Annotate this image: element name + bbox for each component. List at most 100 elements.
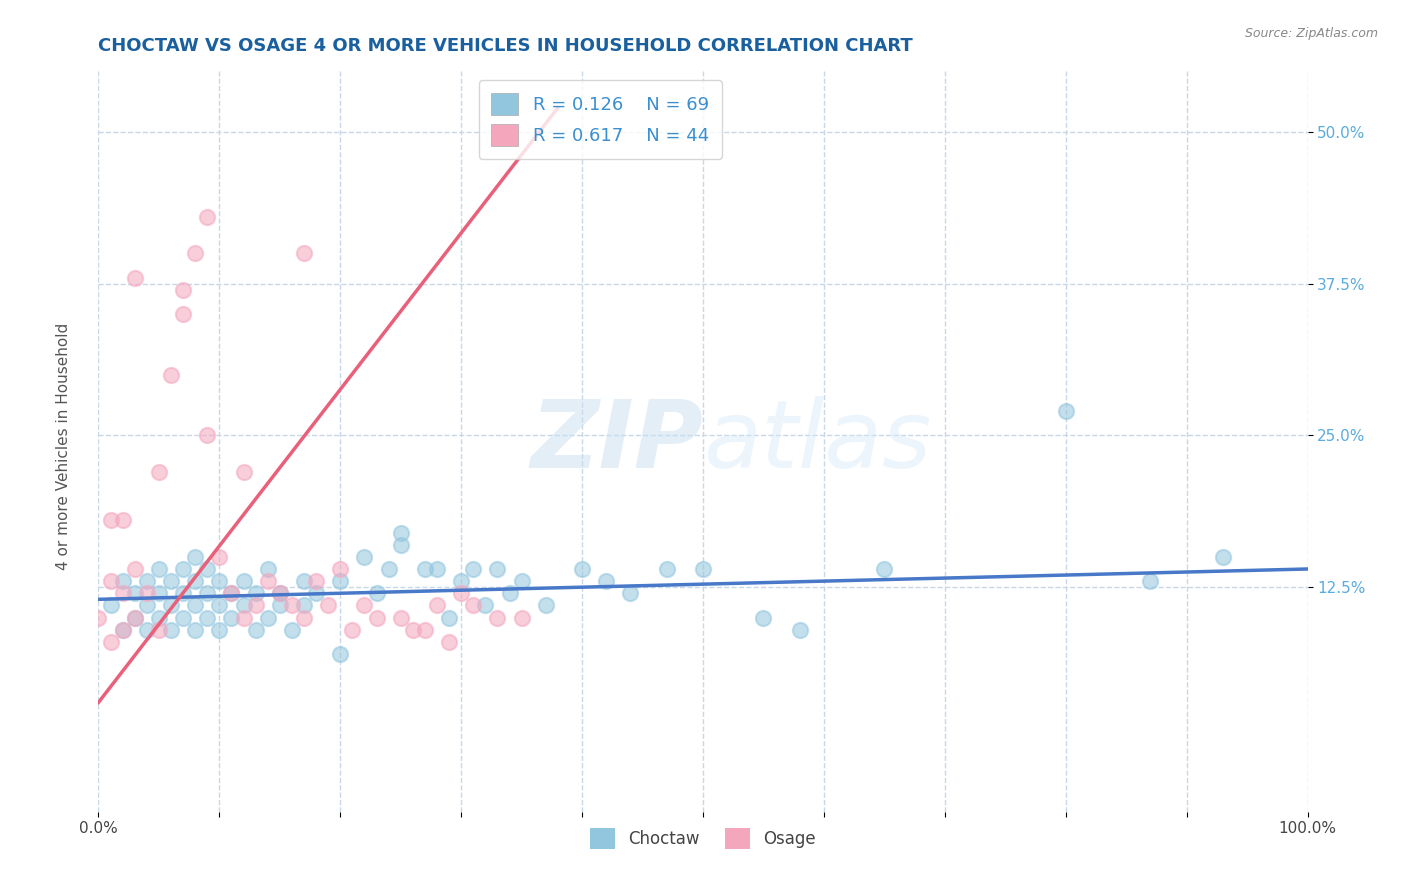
Point bbox=[389, 610, 412, 624]
Point bbox=[377, 562, 399, 576]
Point bbox=[184, 623, 207, 637]
Point bbox=[366, 610, 388, 624]
Point bbox=[256, 574, 278, 588]
Point bbox=[389, 538, 412, 552]
Point bbox=[172, 586, 194, 600]
Point bbox=[195, 428, 218, 442]
Point bbox=[232, 465, 254, 479]
Point bbox=[208, 623, 231, 637]
Point bbox=[232, 610, 254, 624]
Point bbox=[184, 599, 207, 613]
Point bbox=[100, 574, 122, 588]
Point bbox=[619, 586, 641, 600]
Point bbox=[135, 586, 157, 600]
Point bbox=[510, 574, 533, 588]
Point bbox=[269, 599, 291, 613]
Point bbox=[172, 283, 194, 297]
Point bbox=[402, 623, 425, 637]
Point bbox=[221, 610, 243, 624]
Point bbox=[486, 610, 509, 624]
Point bbox=[172, 307, 194, 321]
Point bbox=[160, 574, 183, 588]
Point bbox=[316, 599, 339, 613]
Point bbox=[111, 513, 134, 527]
Point bbox=[269, 586, 291, 600]
Point bbox=[329, 562, 352, 576]
Point bbox=[245, 599, 267, 613]
Point bbox=[184, 246, 207, 260]
Text: atlas: atlas bbox=[703, 396, 931, 487]
Point bbox=[463, 599, 485, 613]
Point bbox=[1054, 404, 1077, 418]
Point bbox=[292, 610, 315, 624]
Point bbox=[281, 599, 304, 613]
Point bbox=[752, 610, 775, 624]
Legend: Choctaw, Osage: Choctaw, Osage bbox=[583, 822, 823, 855]
Point bbox=[305, 586, 328, 600]
Point bbox=[221, 586, 243, 600]
Point bbox=[342, 623, 364, 637]
Point bbox=[124, 586, 146, 600]
Point bbox=[245, 586, 267, 600]
Point bbox=[208, 574, 231, 588]
Point bbox=[111, 623, 134, 637]
Point bbox=[195, 562, 218, 576]
Point bbox=[160, 623, 183, 637]
Point bbox=[655, 562, 678, 576]
Point bbox=[437, 610, 460, 624]
Point bbox=[510, 610, 533, 624]
Point bbox=[135, 623, 157, 637]
Point bbox=[1139, 574, 1161, 588]
Point bbox=[87, 610, 110, 624]
Point bbox=[474, 599, 496, 613]
Point bbox=[366, 586, 388, 600]
Point bbox=[305, 574, 328, 588]
Point bbox=[329, 647, 352, 661]
Point bbox=[148, 586, 170, 600]
Point bbox=[148, 562, 170, 576]
Point bbox=[124, 610, 146, 624]
Point bbox=[148, 465, 170, 479]
Point bbox=[571, 562, 593, 576]
Point bbox=[100, 513, 122, 527]
Point bbox=[413, 562, 436, 576]
Point bbox=[256, 610, 278, 624]
Point bbox=[208, 599, 231, 613]
Point bbox=[486, 562, 509, 576]
Point bbox=[184, 549, 207, 564]
Point bbox=[100, 635, 122, 649]
Point bbox=[329, 574, 352, 588]
Point bbox=[292, 246, 315, 260]
Point bbox=[184, 574, 207, 588]
Point bbox=[111, 574, 134, 588]
Point bbox=[389, 525, 412, 540]
Point bbox=[160, 599, 183, 613]
Point bbox=[160, 368, 183, 382]
Point bbox=[208, 549, 231, 564]
Point bbox=[463, 562, 485, 576]
Point bbox=[124, 562, 146, 576]
Point bbox=[232, 574, 254, 588]
Text: 4 or more Vehicles in Household: 4 or more Vehicles in Household bbox=[56, 322, 70, 570]
Point bbox=[353, 599, 375, 613]
Point bbox=[148, 610, 170, 624]
Point bbox=[124, 270, 146, 285]
Point bbox=[269, 586, 291, 600]
Point bbox=[100, 599, 122, 613]
Point bbox=[195, 210, 218, 224]
Point bbox=[232, 599, 254, 613]
Text: CHOCTAW VS OSAGE 4 OR MORE VEHICLES IN HOUSEHOLD CORRELATION CHART: CHOCTAW VS OSAGE 4 OR MORE VEHICLES IN H… bbox=[98, 37, 912, 54]
Point bbox=[172, 562, 194, 576]
Point bbox=[148, 623, 170, 637]
Point bbox=[413, 623, 436, 637]
Point bbox=[450, 574, 472, 588]
Point bbox=[450, 586, 472, 600]
Point bbox=[692, 562, 714, 576]
Point bbox=[124, 610, 146, 624]
Point bbox=[292, 574, 315, 588]
Point bbox=[111, 586, 134, 600]
Point bbox=[195, 610, 218, 624]
Point bbox=[292, 599, 315, 613]
Point bbox=[498, 586, 520, 600]
Point bbox=[135, 599, 157, 613]
